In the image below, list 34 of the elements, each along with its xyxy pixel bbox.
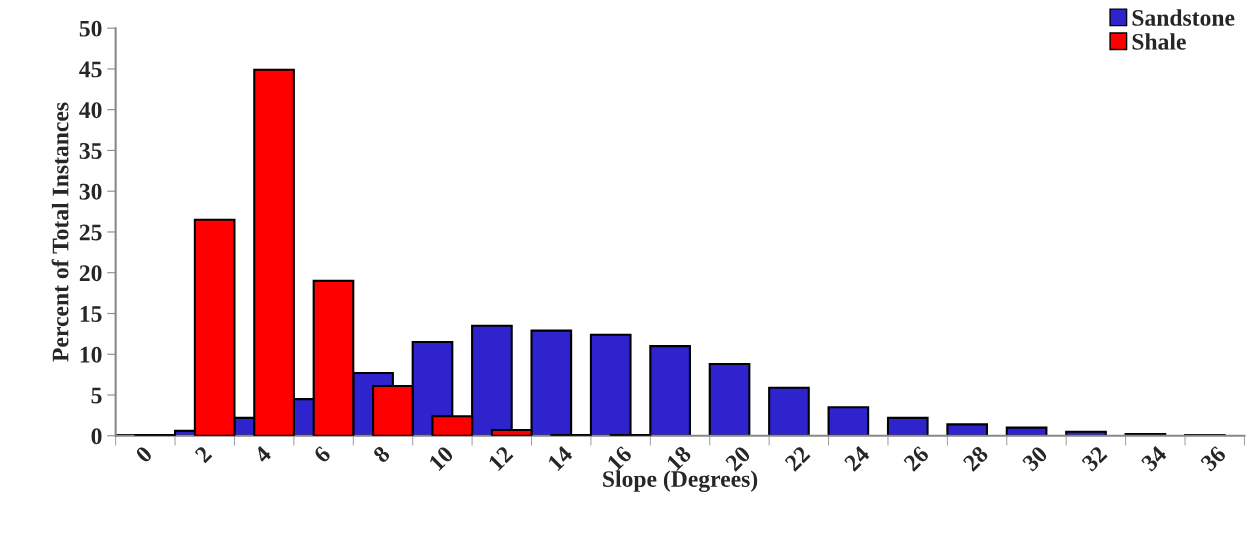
x-tick-label: 12 bbox=[487, 445, 514, 472]
x-tick-label: 20 bbox=[724, 445, 752, 472]
y-tick-label: 30 bbox=[79, 183, 102, 200]
y-tick-label: 40 bbox=[79, 102, 102, 119]
legend-label: Shale bbox=[1132, 33, 1186, 50]
x-tick-label: 8 bbox=[372, 445, 391, 464]
y-tick-label: 5 bbox=[91, 387, 102, 404]
legend-label: Sandstone bbox=[1132, 9, 1235, 26]
y-tick-label: 10 bbox=[80, 346, 102, 363]
y-tick-label: 50 bbox=[79, 20, 102, 37]
y-tick-label: 35 bbox=[79, 143, 102, 159]
x-tick-label: 34 bbox=[1140, 444, 1168, 472]
x-tick-label: 0 bbox=[134, 445, 154, 464]
x-tick-label: 36 bbox=[1199, 445, 1227, 472]
x-tick-label: 32 bbox=[1081, 445, 1108, 472]
y-tick-label: 15 bbox=[80, 306, 102, 322]
y-tick-label: 20 bbox=[79, 265, 102, 282]
y-tick-label: 0 bbox=[91, 428, 102, 445]
x-tick-label: 18 bbox=[665, 445, 693, 472]
x-tick-label: 22 bbox=[784, 445, 811, 472]
y-tick-label: 45 bbox=[79, 61, 102, 78]
x-tick-label: 28 bbox=[962, 445, 990, 472]
x-tick-label: 2 bbox=[194, 445, 213, 464]
x-tick-label: 26 bbox=[902, 445, 930, 472]
y-tick-label: 25 bbox=[79, 224, 102, 241]
x-tick-label: 4 bbox=[253, 445, 273, 464]
x-tick-label: 6 bbox=[312, 445, 332, 464]
y-axis-title: Percent of Total Instances bbox=[51, 102, 69, 362]
x-tick-label: 16 bbox=[606, 445, 633, 472]
x-axis-title: Slope (Degrees) bbox=[603, 470, 758, 492]
x-tick-label: 14 bbox=[547, 444, 574, 472]
x-tick-label: 10 bbox=[428, 445, 455, 472]
x-tick-label: 24 bbox=[843, 444, 871, 472]
x-tick-label: 30 bbox=[1021, 445, 1049, 472]
